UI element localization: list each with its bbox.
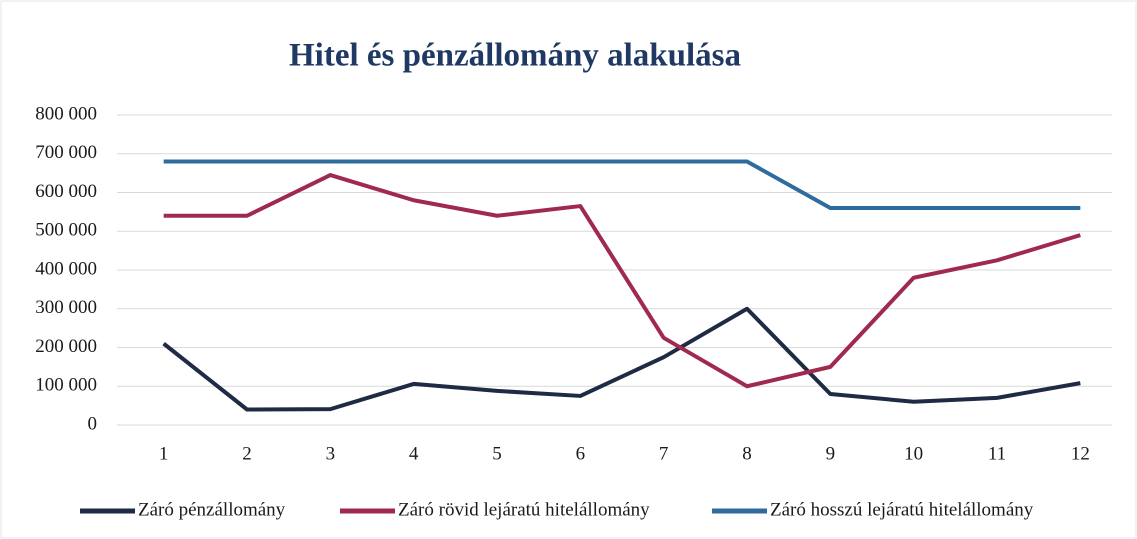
x-tick-label: 3 <box>326 443 336 464</box>
x-tick-label: 9 <box>826 443 836 464</box>
series-line <box>163 159 1081 210</box>
x-tick-label: 11 <box>988 443 1006 464</box>
x-tick-label: 12 <box>1071 443 1090 464</box>
y-tick-label: 700 000 <box>35 142 97 163</box>
legend-label: Záró rövid lejáratú hitelállomány <box>398 499 650 520</box>
series-line <box>163 173 1081 389</box>
legend-label: Záró pénzállomány <box>138 499 286 520</box>
y-tick-label: 100 000 <box>35 375 97 396</box>
chart-title: Hitel és pénzállomány alakulása <box>289 38 741 74</box>
x-tick-label: 1 <box>159 443 169 464</box>
y-tick-label: 500 000 <box>35 220 97 241</box>
x-tick-label: 2 <box>242 443 252 464</box>
x-tick-label: 7 <box>659 443 669 464</box>
y-tick-label: 800 000 <box>35 103 97 124</box>
x-tick-label: 10 <box>904 443 923 464</box>
x-tick-label: 8 <box>742 443 752 464</box>
y-tick-label: 300 000 <box>35 297 97 318</box>
y-tick-label: 400 000 <box>35 258 97 279</box>
y-tick-label: 200 000 <box>35 336 97 357</box>
x-tick-label: 5 <box>492 443 502 464</box>
x-tick-label: 6 <box>576 443 586 464</box>
legend-label: Záró hosszú lejáratú hitelállomány <box>770 499 1034 520</box>
x-tick-label: 4 <box>409 443 419 464</box>
series-line <box>162 306 1081 412</box>
y-tick-label: 0 <box>88 413 98 434</box>
y-tick-label: 600 000 <box>35 181 97 202</box>
